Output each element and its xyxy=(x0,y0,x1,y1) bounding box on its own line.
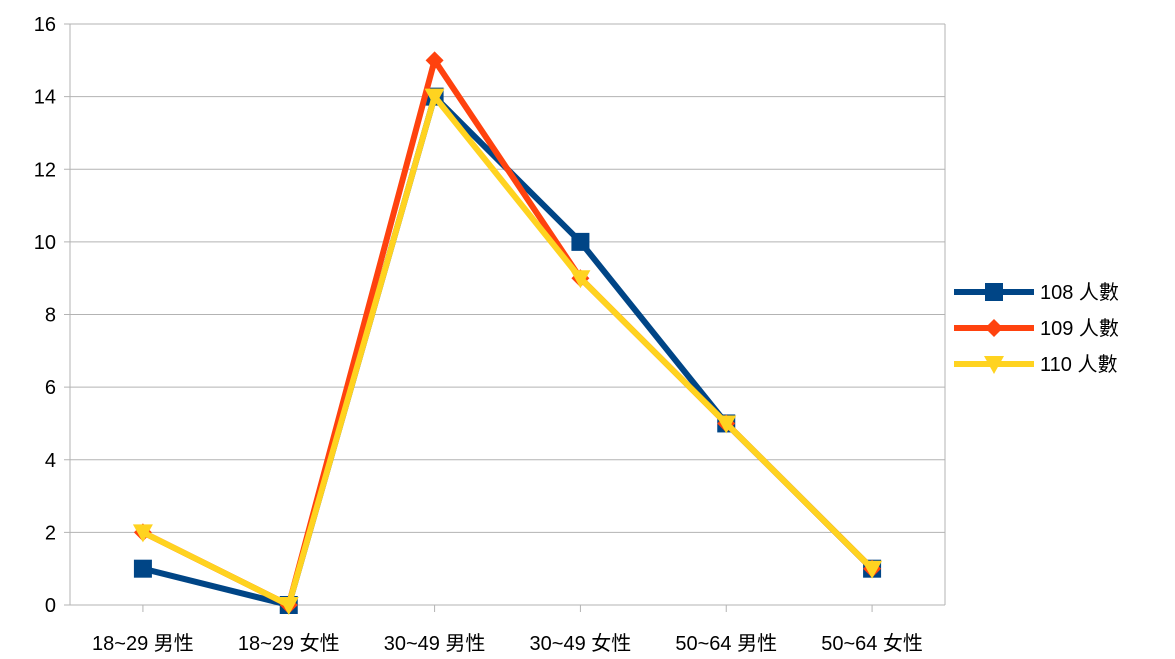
legend-item-2: 109 人數 xyxy=(954,317,1119,340)
x-tick-label: 30~49 男性 xyxy=(384,632,486,655)
data-point xyxy=(570,270,591,289)
data-point xyxy=(132,524,153,543)
legend-swatch-marker xyxy=(985,319,1003,337)
legend-swatch-marker xyxy=(984,356,1004,374)
data-point xyxy=(716,415,737,434)
gridlines xyxy=(70,23,945,533)
legend: 108 人數 109 人數 110 人數 xyxy=(954,281,1119,376)
y-tick-label: 10 xyxy=(34,232,56,254)
series-line xyxy=(141,90,875,610)
y-tick-label: 12 xyxy=(34,159,56,181)
data-point xyxy=(133,559,152,578)
series-2 xyxy=(133,51,882,614)
x-tick-label: 18~29 男性 xyxy=(92,632,194,655)
legend-item-1: 108 人數 xyxy=(954,281,1119,304)
y-tick-label: 14 xyxy=(34,87,56,109)
y-axis-ticks: 0 2 4 6 8 10 12 14 16 xyxy=(34,14,70,617)
x-tick-label: 30~49 女性 xyxy=(530,632,632,655)
y-tick-label: 2 xyxy=(45,522,56,544)
y-tick-label: 4 xyxy=(45,450,56,472)
x-axis-ticks: 18~29 男性 18~29 女性 30~49 男性 30~49 女性 50~64 男性… xyxy=(92,605,923,655)
x-tick-label: 18~29 女性 xyxy=(238,632,340,655)
legend-label: 109 人數 xyxy=(1040,317,1119,340)
series-3 xyxy=(132,88,883,615)
x-tick-label: 50~64 女性 xyxy=(821,632,923,655)
series-line xyxy=(141,53,875,610)
legend-item-3: 110 人數 xyxy=(954,353,1117,376)
y-tick-label: 0 xyxy=(45,595,56,617)
data-point xyxy=(425,51,444,70)
data-point xyxy=(424,88,445,107)
legend-label: 110 人數 xyxy=(1040,353,1117,376)
legend-label: 108 人數 xyxy=(1040,281,1119,304)
series-group xyxy=(132,51,883,615)
legend-swatch-marker xyxy=(985,283,1003,301)
data-point xyxy=(571,232,590,251)
y-tick-label: 8 xyxy=(45,305,56,327)
data-point xyxy=(862,560,883,579)
data-point xyxy=(278,597,299,615)
y-tick-label: 6 xyxy=(45,377,56,399)
y-tick-label: 16 xyxy=(34,14,56,36)
x-tick-label: 50~64 男性 xyxy=(675,632,777,655)
